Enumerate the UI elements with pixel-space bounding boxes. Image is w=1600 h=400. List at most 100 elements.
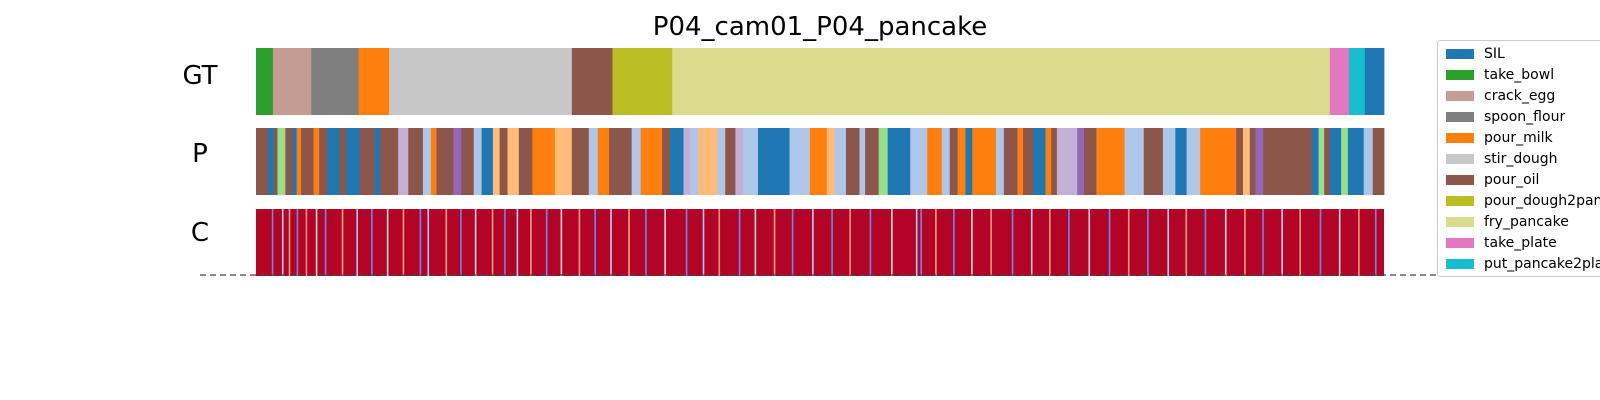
p-segment — [1341, 128, 1349, 195]
gt-segment — [672, 48, 1331, 115]
p-segment — [669, 128, 684, 195]
legend-label: pour_oil — [1484, 172, 1540, 188]
c-mark — [628, 209, 630, 276]
c-mark — [1185, 209, 1188, 276]
legend-item: take_bowl — [1446, 65, 1554, 85]
gt-segment — [612, 48, 673, 115]
c-mark — [990, 209, 992, 276]
legend-swatch — [1446, 49, 1474, 59]
c-mark — [645, 209, 647, 276]
p-segment — [1175, 128, 1187, 195]
c-mark — [460, 209, 462, 276]
p-segment — [1051, 128, 1058, 195]
legend-label: fry_pancake — [1484, 214, 1569, 230]
c-mark — [315, 209, 318, 276]
c-mark — [702, 209, 705, 276]
p-segment — [359, 128, 375, 195]
legend-swatch — [1446, 196, 1474, 206]
p-segment — [285, 128, 293, 195]
legend-label: pour_dough2pan — [1484, 193, 1600, 209]
c-mark — [664, 209, 666, 276]
p-segment — [1023, 128, 1034, 195]
c-mark — [474, 209, 477, 276]
c-mark — [1319, 209, 1322, 276]
gt-segment — [1364, 48, 1385, 115]
c-mark — [849, 209, 851, 276]
p-segment — [453, 128, 462, 195]
legend-label: take_plate — [1484, 235, 1557, 251]
c-mark — [560, 209, 563, 276]
p-segment — [1124, 128, 1145, 195]
c-mark — [1030, 209, 1033, 276]
p-segment — [1033, 128, 1046, 195]
p-segment — [296, 128, 302, 195]
c-mark — [891, 209, 893, 276]
p-segment — [1372, 128, 1385, 195]
chart-title: P04_cam01_P04_pancake — [652, 12, 988, 42]
p-segment — [256, 128, 269, 195]
p-segment — [554, 128, 573, 195]
legend-item: spoon_flour — [1446, 107, 1565, 127]
p-segment — [965, 128, 973, 195]
c-mark — [324, 209, 327, 276]
p-segment — [1236, 128, 1244, 195]
c-mark — [491, 209, 494, 276]
p-segment — [735, 128, 744, 195]
p-segment — [292, 128, 298, 195]
p-segment — [473, 128, 482, 195]
c-mark — [971, 209, 973, 276]
c-mark — [1358, 209, 1360, 276]
c-mark — [545, 209, 548, 276]
c-mark — [341, 209, 344, 276]
c-mark — [754, 209, 757, 276]
p-segment — [1143, 128, 1164, 195]
p-segment — [725, 128, 736, 195]
c-mark — [296, 209, 299, 276]
p-segment — [1255, 128, 1264, 195]
gt-segment — [389, 48, 573, 115]
legend-swatch — [1446, 217, 1474, 227]
p-segment — [1045, 128, 1052, 195]
gt-segment — [358, 48, 390, 115]
c-mark — [1068, 209, 1070, 276]
legend-label: stir_dough — [1484, 151, 1558, 167]
legend-swatch — [1446, 70, 1474, 80]
p-segment — [301, 128, 314, 195]
c-mark — [831, 209, 833, 276]
p-segment — [1017, 128, 1024, 195]
c-mark — [1262, 209, 1264, 276]
p-segment — [1329, 128, 1342, 195]
row-label-c: C — [190, 218, 210, 248]
p-segment — [927, 128, 943, 195]
p-segment — [910, 128, 928, 195]
legend-swatch — [1446, 133, 1474, 143]
c-mark — [1147, 209, 1149, 276]
c-mark — [427, 209, 430, 276]
p-segment — [422, 128, 432, 195]
p-segment — [789, 128, 811, 195]
c-mark — [371, 209, 373, 276]
p-segment — [859, 128, 866, 195]
p-segment — [995, 128, 1005, 195]
p-segment — [1347, 128, 1365, 195]
c-mark — [516, 209, 519, 276]
gt-segment — [256, 48, 274, 115]
legend-label: spoon_flour — [1484, 109, 1566, 125]
c-mark — [356, 209, 358, 276]
c-mark — [1011, 209, 1014, 276]
legend-item: pour_dough2pan — [1446, 191, 1600, 211]
c-mark — [1281, 209, 1283, 276]
p-segment — [640, 128, 663, 195]
row-label-p: P — [192, 139, 208, 169]
p-segment — [597, 128, 610, 195]
legend-swatch — [1446, 154, 1474, 164]
row-label-gt: GT — [182, 61, 218, 91]
c-mark — [915, 209, 918, 276]
p-segment — [327, 128, 340, 195]
c-mark — [610, 209, 612, 276]
gt-segment — [1329, 48, 1350, 115]
p-segment — [1077, 128, 1085, 195]
p-segment — [698, 128, 718, 195]
p-segment — [436, 128, 454, 195]
